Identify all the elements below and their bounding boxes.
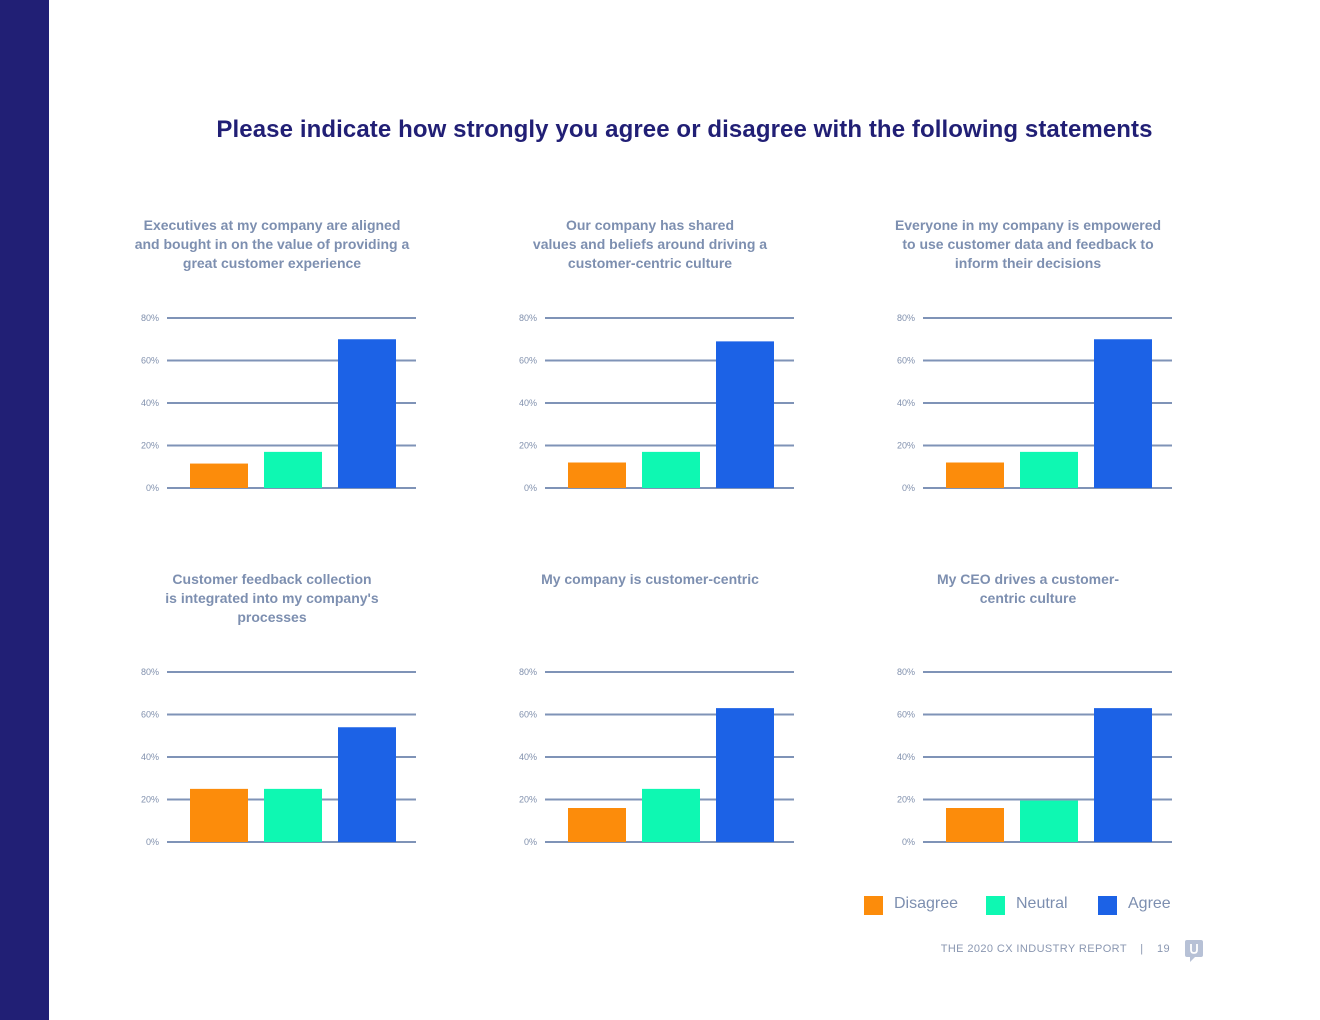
y-tick-label: 60% <box>519 710 537 720</box>
bar-neutral <box>642 451 700 488</box>
bar-agree <box>1094 339 1152 488</box>
bar-chart: 0% 20% 40% 60% 80% <box>519 313 794 493</box>
bar-neutral <box>264 451 322 488</box>
chart-card: Customer feedback collection is integrat… <box>122 570 422 870</box>
chart-title: Everyone in my company is empowered to u… <box>894 217 1162 271</box>
bar-chart: 0% 20% 40% 60% 80% <box>897 667 1172 847</box>
y-tick-label: 0% <box>524 483 537 493</box>
bar-disagree <box>190 788 248 842</box>
bar-neutral <box>1020 451 1078 488</box>
bar-chart: 0% 20% 40% 60% 80% <box>897 313 1172 493</box>
chart-title: My company is customer-centric <box>541 571 759 587</box>
y-tick-label: 40% <box>897 752 915 762</box>
y-tick-label: 20% <box>897 795 915 805</box>
y-tick-label: 20% <box>141 795 159 805</box>
bar-disagree <box>568 462 626 488</box>
legend-swatch-agree <box>1098 896 1117 915</box>
y-tick-label: 40% <box>897 398 915 408</box>
y-tick-label: 80% <box>897 667 915 677</box>
y-tick-label: 60% <box>141 356 159 366</box>
y-tick-label: 0% <box>146 837 159 847</box>
y-tick-label: 80% <box>519 667 537 677</box>
legend-swatch-neutral <box>986 896 1005 915</box>
y-tick-label: 20% <box>519 441 537 451</box>
chart-card: My company is customer-centric 0% 20% 40% 6… <box>500 570 800 870</box>
bar-neutral <box>1020 800 1078 842</box>
y-tick-label: 0% <box>146 483 159 493</box>
bar-neutral <box>642 788 700 842</box>
bar-disagree <box>568 808 626 842</box>
legend-label: Agree <box>1128 895 1171 912</box>
y-tick-label: 0% <box>902 837 915 847</box>
page-number: 19 <box>1156 943 1170 955</box>
side-bar <box>0 0 49 1020</box>
y-tick-label: 20% <box>519 795 537 805</box>
y-tick-label: 40% <box>141 398 159 408</box>
y-tick-label: 0% <box>524 837 537 847</box>
bar-chart: 0% 20% 40% 60% 80% <box>141 313 416 493</box>
y-tick-label: 40% <box>519 398 537 408</box>
y-tick-label: 20% <box>897 441 915 451</box>
y-tick-label: 40% <box>141 752 159 762</box>
chart-card: My CEO drives a customer- centric cultur… <box>878 570 1178 870</box>
footer: THE 2020 CX INDUSTRY REPORT | 19 <box>941 943 1170 955</box>
y-tick-label: 20% <box>141 441 159 451</box>
y-tick-label: 40% <box>519 752 537 762</box>
y-tick-label: 60% <box>897 710 915 720</box>
y-tick-label: 80% <box>519 313 537 323</box>
chart-card: Everyone in my company is empowered to u… <box>878 216 1178 516</box>
legend-label: Neutral <box>1016 895 1068 912</box>
chart-card: Our company has shared values and belief… <box>500 216 800 516</box>
chart-title: Customer feedback collection is integrat… <box>165 571 379 625</box>
legend-label: Disagree <box>894 895 959 912</box>
bar-disagree <box>190 463 248 488</box>
y-tick-label: 0% <box>902 483 915 493</box>
bar-disagree <box>946 808 1004 842</box>
y-tick-label: 60% <box>141 710 159 720</box>
y-tick-label: 80% <box>141 667 159 677</box>
bar-chart: 0% 20% 40% 60% 80% <box>141 667 416 847</box>
legend-swatch-disagree <box>864 896 883 915</box>
y-tick-label: 60% <box>519 356 537 366</box>
chart-card: Executives at my company are aligned and… <box>122 216 422 516</box>
bar-agree <box>338 339 396 488</box>
chart-title: Executives at my company are aligned and… <box>134 217 410 271</box>
chart-title: Our company has shared values and belief… <box>532 217 768 271</box>
footer-report-label: THE 2020 CX INDUSTRY REPORT <box>940 943 1127 955</box>
y-tick-label: 60% <box>897 356 915 366</box>
y-tick-label: 80% <box>141 313 159 323</box>
brand-logo-icon <box>1185 940 1203 962</box>
bar-agree <box>716 341 774 488</box>
bar-agree <box>1094 708 1152 842</box>
chart-title: My CEO drives a customer- centric cultur… <box>936 571 1120 606</box>
bar-chart: 0% 20% 40% 60% 80% <box>519 667 794 847</box>
bar-agree <box>338 727 396 842</box>
bar-disagree <box>946 462 1004 488</box>
footer-separator: | <box>1140 943 1144 955</box>
bar-neutral <box>264 788 322 842</box>
bar-agree <box>716 708 774 842</box>
y-tick-label: 80% <box>897 313 915 323</box>
page-title: Please indicate how strongly you agree o… <box>216 116 1153 143</box>
